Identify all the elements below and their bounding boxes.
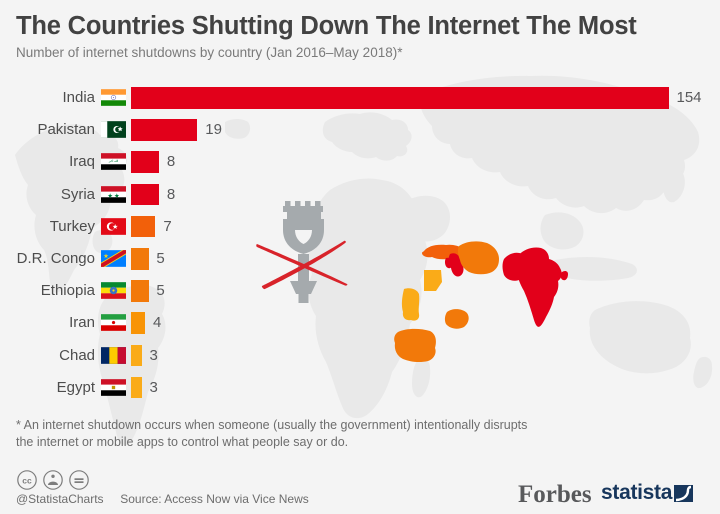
svg-text:cc: cc bbox=[22, 476, 32, 486]
svg-text:الله اكبر: الله اكبر bbox=[108, 159, 119, 163]
